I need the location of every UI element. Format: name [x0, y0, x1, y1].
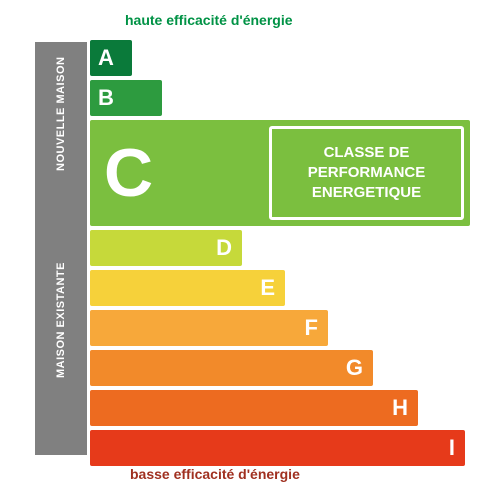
existing-house-label: MAISON EXISTANTE: [35, 186, 87, 455]
energy-rating-bars: ABC CLASSE DE PERFORMANCE ENERGETIQUE D E F G…: [90, 40, 478, 470]
new-house-label: NOUVELLE MAISON: [35, 40, 87, 186]
rating-bar-b: B: [90, 80, 162, 116]
top-efficiency-label: haute efficacité d'énergie: [125, 12, 293, 28]
rating-letter-g: G: [346, 355, 363, 381]
rating-letter-c: C: [104, 134, 153, 212]
rating-bar-c: C CLASSE DE PERFORMANCE ENERGETIQUE: [90, 120, 470, 226]
side-category-labels: NOUVELLE MAISON MAISON EXISTANTE: [35, 40, 87, 455]
rating-bar-i: I: [90, 430, 465, 466]
rating-letter-b: B: [98, 85, 114, 111]
rating-letter-i: I: [449, 435, 455, 461]
performance-class-callout: CLASSE DE PERFORMANCE ENERGETIQUE: [269, 126, 464, 220]
rating-letter-e: E: [260, 275, 275, 301]
rating-bar-a: A: [90, 40, 132, 76]
rating-bar-g: G: [90, 350, 373, 386]
rating-letter-d: D: [216, 235, 232, 261]
rating-bar-e: E: [90, 270, 285, 306]
bottom-efficiency-label: basse efficacité d'énergie: [130, 466, 300, 482]
rating-letter-f: F: [305, 315, 318, 341]
rating-bar-d: D: [90, 230, 242, 266]
rating-letter-a: A: [98, 45, 114, 71]
rating-bar-h: H: [90, 390, 418, 426]
rating-letter-h: H: [392, 395, 408, 421]
rating-bar-f: F: [90, 310, 328, 346]
